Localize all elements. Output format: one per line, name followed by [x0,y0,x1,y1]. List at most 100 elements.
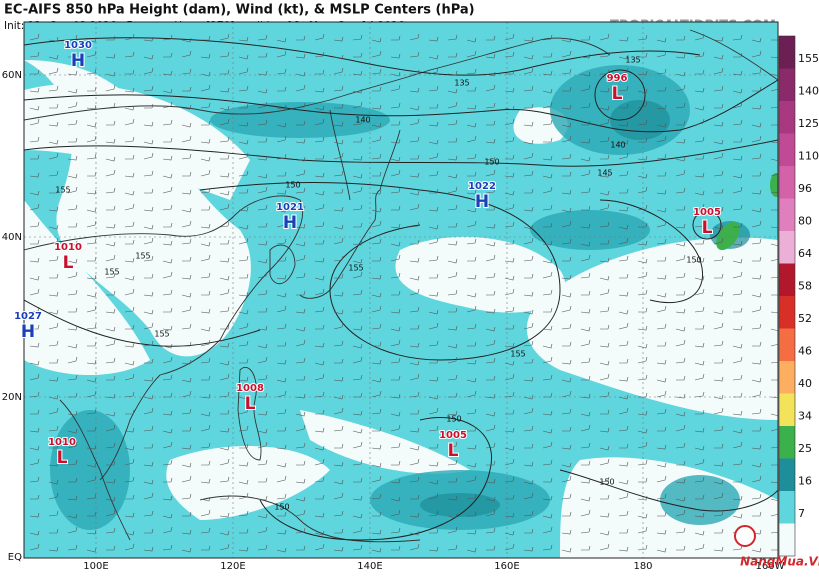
wind-barb [239,528,249,534]
wind-barb [542,88,553,94]
wind-barb [162,356,173,364]
wind-barb [600,69,610,75]
wind-barb [162,34,173,41]
wind-barb [561,323,572,330]
wind-barb [314,445,325,451]
wind-barb [276,37,287,43]
wind-barb [466,377,477,383]
wind-barb [447,155,458,161]
wind-barb [751,122,762,128]
wind-barb [409,306,420,313]
wind-barb [105,223,116,229]
wind-barb [48,309,59,315]
wind-barb [162,410,173,416]
wind-barb [29,203,40,211]
wind-barb [390,308,401,314]
lat-label: 60N [2,70,22,81]
wind-barb [561,135,572,143]
wind-barb [314,221,325,228]
wind-barb [504,172,515,178]
wind-barb [600,324,610,330]
wind-barb [675,156,686,162]
wind-barb [124,51,135,58]
wind-barb [162,173,173,179]
wind-barb [352,374,363,381]
wind-barb [162,186,173,194]
wind-barb [125,69,135,75]
wind-barb [580,223,591,229]
wind-barb [162,271,173,279]
wind-barb [523,394,534,400]
wind-barb [333,461,344,467]
wind-barb [352,173,363,179]
wind-barb [352,459,363,466]
wind-barb [675,509,686,517]
wind-barb [295,308,306,314]
wind-barb [656,493,667,500]
wind-barb [675,254,686,262]
wind-barb [523,152,534,160]
wind-barb [390,223,401,229]
wind-barb [390,326,401,332]
wind-barb [48,461,59,467]
wind-barb [30,154,40,160]
wind-barb [48,139,59,145]
wind-barb [599,512,610,518]
colorbar-segment [779,393,795,427]
wind-barb [124,391,135,398]
wind-barb [371,359,382,365]
wind-barb [409,373,420,381]
wind-barb [637,356,648,364]
wind-barb [543,52,553,58]
wind-barb [257,88,268,94]
wind-barb [694,476,705,483]
colorbar-label: 58 [798,279,812,292]
wind-barb [315,239,325,245]
wind-barb [447,258,458,264]
wind-barb [200,357,211,364]
wind-barb [447,186,458,194]
wind-barb [371,274,382,280]
wind-barb [143,479,154,485]
wind-barb [143,291,154,297]
wind-barb [29,427,40,433]
wind-barb [48,206,59,212]
wind-barb [87,341,97,347]
wind-barb [238,376,249,382]
wind-barb [182,86,192,92]
wind-barb [276,359,287,365]
wind-barb [353,307,363,313]
wind-barb [87,426,97,432]
wind-barb [524,358,534,364]
wind-barb [144,358,154,364]
wind-barb [258,222,268,228]
wind-barb [504,458,515,466]
wind-barb [466,68,477,75]
contour-label: 155 [510,350,525,359]
wind-barb [542,271,553,279]
wind-barb [86,135,97,143]
wind-barb [429,358,439,364]
wind-barb [257,459,268,466]
wind-barb [637,240,648,246]
wind-barb [200,138,211,144]
center-pressure: 1030 [64,40,92,51]
wind-barb [428,206,439,212]
wind-barb [694,373,705,381]
wind-barb [276,189,287,195]
wind-barb [276,547,287,553]
wind-barb [219,530,230,536]
wind-barb [276,135,287,143]
wind-barb [29,543,40,551]
wind-barb [201,460,211,466]
wind-barb [561,68,572,75]
wind-barb [67,271,78,279]
wind-barb [618,206,629,212]
wind-barb [181,220,192,228]
wind-barb [447,271,458,279]
wind-barb [276,475,287,483]
wind-barb [485,308,496,314]
colorbar-label: 140 [798,84,819,97]
contour-label: 135 [625,56,640,65]
wind-barb [542,70,553,76]
